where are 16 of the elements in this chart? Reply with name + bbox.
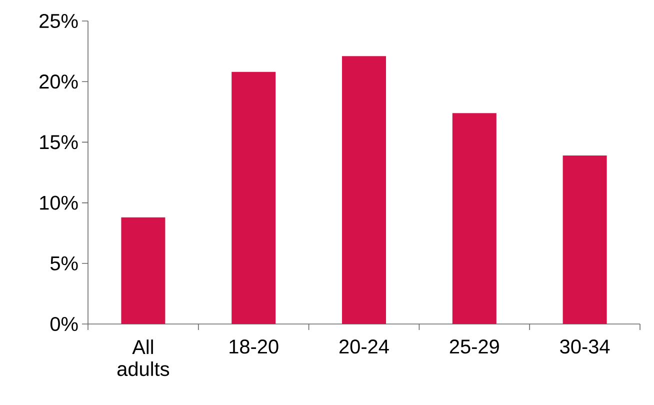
y-tick-label: 0% [50,316,78,332]
y-tick-label: 10% [40,196,78,210]
x-tick-label: 30-34 [560,340,610,354]
bar [562,156,607,324]
bar [342,56,386,324]
bar [121,217,166,324]
x-tick-label: All adults [117,340,170,376]
bar [452,113,496,324]
y-tick-label: 15% [40,135,78,150]
y-tick-label: 5% [50,256,78,270]
y-tick-label: 25% [40,14,78,28]
x-tick-label: 18-20 [230,340,278,354]
x-tick-label: 25-29 [450,340,499,354]
x-tick-label: 20-24 [340,340,389,354]
bar [232,72,276,324]
y-tick-label: 20% [40,74,78,89]
